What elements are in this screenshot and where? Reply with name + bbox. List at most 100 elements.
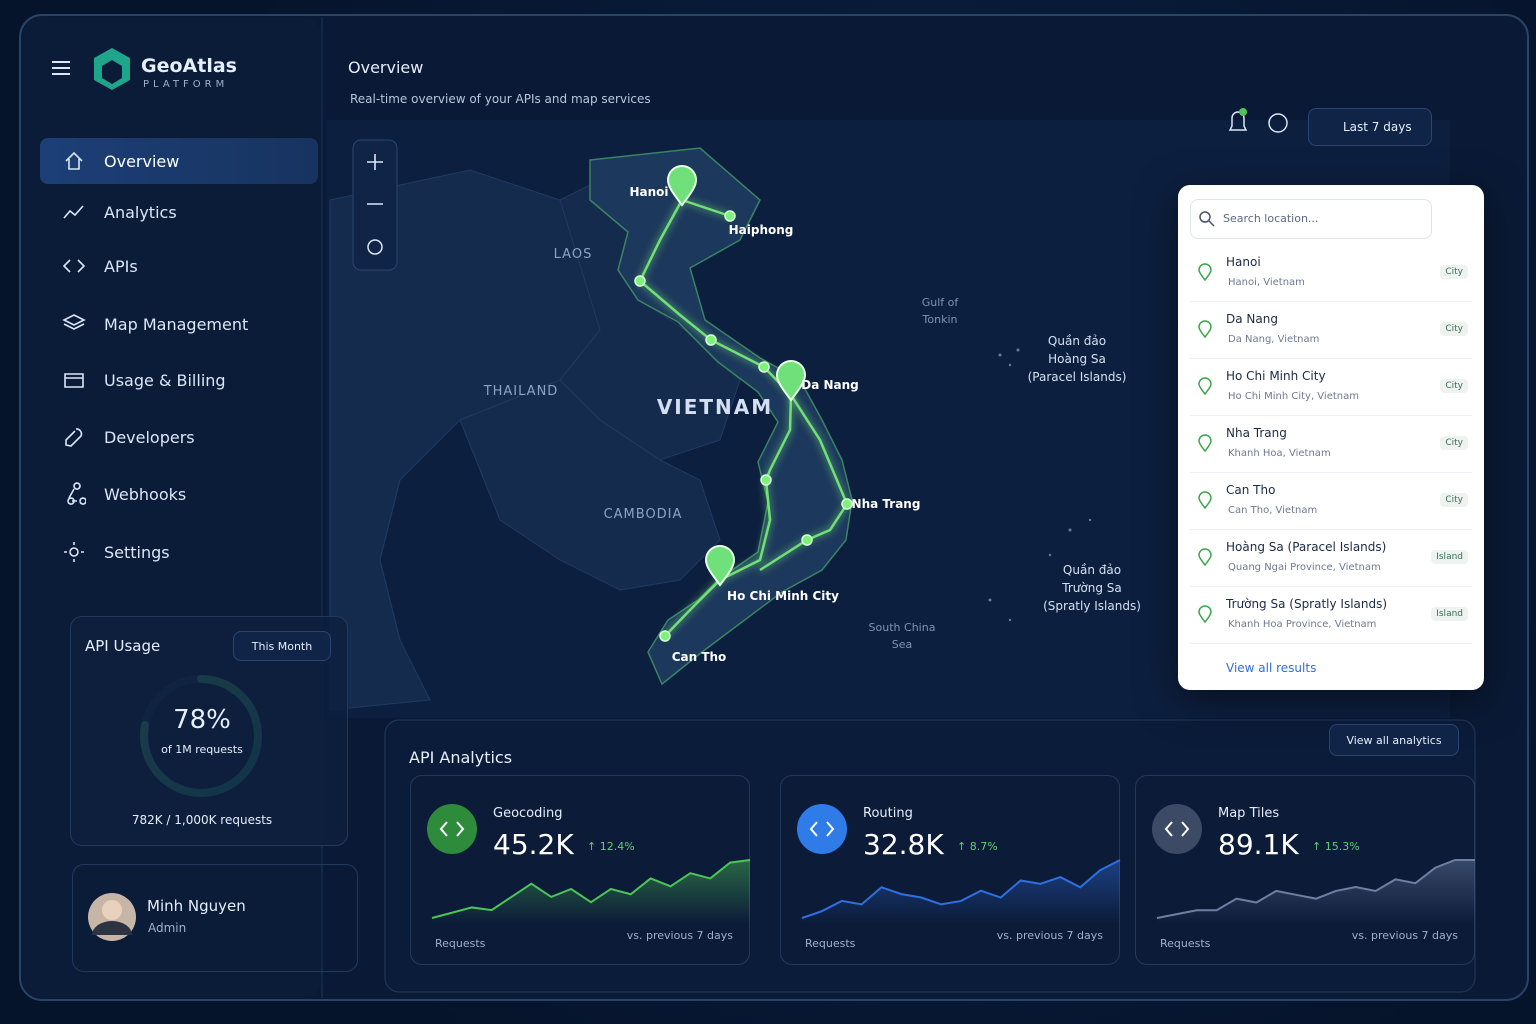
- usage-caption: of 1M requests: [161, 743, 243, 756]
- nav-item[interactable]: Analytics: [40, 189, 318, 235]
- map-label-line: (Paracel Islands): [1028, 370, 1127, 384]
- map-label: Quần đảo Trường Sa (Spratly Islands): [1043, 563, 1141, 613]
- nav-icon: [64, 542, 84, 562]
- metric-comparison: vs. previous 7 days: [626, 929, 733, 942]
- map-label-line: South China: [869, 621, 936, 634]
- nav-item[interactable]: Settings: [40, 529, 318, 575]
- metric-icon-bg: [797, 804, 847, 854]
- map-label-line: Tonkin: [922, 313, 958, 326]
- nav-label: Settings: [104, 542, 170, 562]
- result-detail: Khanh Hoa, Vietnam: [1228, 448, 1331, 459]
- metric-icon-glyph: [1164, 821, 1190, 837]
- map-label-line: Quần đảo: [1063, 563, 1121, 577]
- sparkline-area: [1157, 860, 1475, 924]
- metric-change: ↑ 15.3%: [1312, 840, 1360, 853]
- result-detail: Quang Ngai Province, Vietnam: [1228, 562, 1381, 573]
- search-result[interactable]: Ho Chi Minh City Ho Chi Minh City, Vietna…: [1190, 359, 1472, 416]
- api-usage-card: API Usage This Month 78% of 1M requests …: [70, 616, 348, 846]
- map-label: Da Nang: [801, 378, 859, 392]
- nav-icon-path: [64, 542, 84, 562]
- page-subtitle: Real-time overview of your APIs and map …: [350, 92, 651, 106]
- nav-icon: [64, 373, 84, 388]
- nav-icon-path: [67, 482, 86, 505]
- search-result[interactable]: Hanoi Hanoi, Vietnam City: [1190, 245, 1472, 302]
- map-label: THAILAND: [483, 384, 559, 399]
- nav-icon: [62, 259, 86, 273]
- view-all-analytics[interactable]: View all analytics: [1329, 724, 1459, 756]
- nav-icon-path: [63, 205, 84, 219]
- result-name: Hoàng Sa (Paracel Islands): [1226, 540, 1387, 554]
- result-detail: Can Tho, Vietnam: [1228, 505, 1318, 516]
- result-tag: Island: [1431, 607, 1468, 621]
- nav-label: Developers: [104, 427, 195, 447]
- view-all-results[interactable]: View all results: [1226, 661, 1317, 675]
- metric-card: Map Tiles 89.1K ↑ 15.3% Requests vs. previou…: [1135, 775, 1475, 965]
- map-label-line: (Spratly Islands): [1043, 599, 1141, 613]
- map-label-line: Can Tho: [672, 650, 727, 664]
- search-result[interactable]: Trường Sa (Spratly Islands) Khanh Hoa Pro…: [1190, 587, 1472, 644]
- nav-icon-path: [64, 373, 84, 388]
- metric-icon: [1152, 804, 1202, 854]
- search-box[interactable]: Search location...: [1190, 199, 1432, 239]
- period-select[interactable]: This Month: [233, 631, 331, 661]
- nav-item[interactable]: Map Management: [40, 301, 318, 347]
- nav-icon: [62, 314, 86, 330]
- nav-item[interactable]: Developers: [40, 414, 318, 460]
- search-panel: Search location... Hanoi Hanoi, Vietnam Ci…: [1178, 185, 1484, 690]
- map-label-line: Gulf of: [922, 296, 960, 309]
- api-usage-title: API Usage: [85, 637, 161, 655]
- map-label-line: Haiphong: [729, 223, 794, 237]
- search-result[interactable]: Da Nang Da Nang, Vietnam City: [1190, 302, 1472, 359]
- result-pin-path: [1198, 263, 1212, 281]
- result-tag: City: [1440, 265, 1468, 279]
- search-result[interactable]: Can Tho Can Tho, Vietnam City: [1190, 473, 1472, 530]
- nav-icon-path: [62, 259, 86, 273]
- brand-name: GeoAtlas: [141, 55, 237, 77]
- metric-comparison: vs. previous 7 days: [1351, 929, 1458, 942]
- map-label-line: Da Nang: [801, 378, 859, 392]
- result-pin-path: [1198, 548, 1212, 566]
- user-role: Admin: [148, 921, 187, 935]
- result-tag: City: [1440, 322, 1468, 336]
- result-pin: [1198, 548, 1212, 566]
- nav-item[interactable]: Usage & Billing: [40, 357, 318, 403]
- result-pin: [1198, 605, 1212, 623]
- metric-card: Routing 32.8K ↑ 8.7% Requests vs. previous 7…: [780, 775, 1121, 965]
- result-pin: [1198, 320, 1212, 338]
- result-detail: Ho Chi Minh City, Vietnam: [1228, 391, 1359, 402]
- nav-item[interactable]: Overview: [40, 138, 318, 184]
- sparkline: [431, 859, 751, 924]
- metric-card: Geocoding 45.2K ↑ 12.4% Requests vs. previou…: [410, 775, 751, 965]
- result-name: Can Tho: [1226, 483, 1276, 497]
- metric-change: ↑ 8.7%: [957, 840, 998, 853]
- map-label-line: CAMBODIA: [604, 507, 683, 522]
- sparkline-area: [802, 860, 1120, 924]
- nav-item[interactable]: Webhooks: [40, 471, 318, 517]
- map-label: VIETNAM: [657, 395, 773, 419]
- nav-icon-path: [65, 151, 83, 170]
- sparkline-line: [801, 859, 1121, 919]
- map-label-line: Hoàng Sa: [1048, 352, 1106, 366]
- map-label-line: LAOS: [554, 247, 593, 262]
- metric-label: Requests: [1160, 937, 1211, 950]
- nav-icon: [65, 151, 83, 170]
- metric-label: Requests: [435, 937, 486, 950]
- brand-tagline: PLATFORM: [143, 79, 229, 90]
- nav-item[interactable]: APIs: [40, 243, 318, 289]
- search-result[interactable]: Nha Trang Khanh Hoa, Vietnam City: [1190, 416, 1472, 473]
- result-pin-path: [1198, 605, 1212, 623]
- date-range[interactable]: Last 7 days: [1308, 108, 1432, 146]
- search-result[interactable]: Hoàng Sa (Paracel Islands) Quang Ngai Pro…: [1190, 530, 1472, 587]
- metric-icon-glyph: [809, 821, 835, 837]
- result-pin: [1198, 263, 1212, 281]
- map-label: Nha Trang: [852, 497, 921, 511]
- result-name: Da Nang: [1226, 312, 1278, 326]
- nav-icon-path: [65, 428, 83, 447]
- map-label-line: Hanoi: [629, 185, 668, 199]
- nav-label: Overview: [104, 151, 180, 171]
- user-card[interactable]: Minh Nguyen Admin: [72, 864, 358, 972]
- result-detail: Hanoi, Vietnam: [1228, 277, 1305, 288]
- map-label: Quần đảo Hoàng Sa (Paracel Islands): [1028, 334, 1127, 384]
- result-name: Nha Trang: [1226, 426, 1287, 440]
